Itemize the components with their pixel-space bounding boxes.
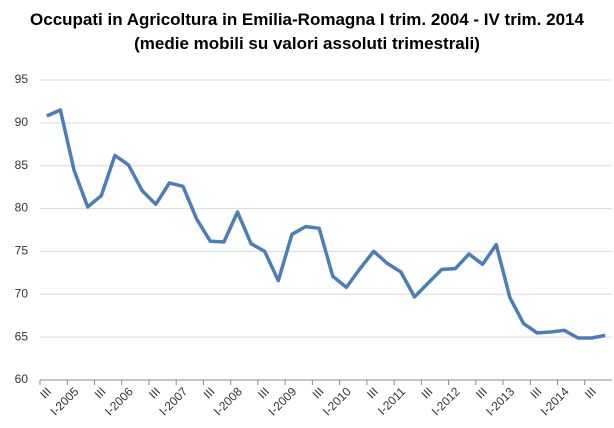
x-tick-label: I-2013	[483, 384, 517, 418]
x-tick-label: I-2010	[320, 384, 354, 418]
x-tick-label: I-2007	[156, 384, 190, 418]
chart-title: Occupati in Agricoltura in Emilia-Romagn…	[30, 10, 584, 53]
x-tick-label: I-2006	[102, 384, 136, 418]
x-tick-label: III	[473, 384, 490, 401]
x-tick-label: I-2012	[429, 384, 463, 418]
x-tick-label: I-2005	[47, 384, 81, 418]
x-tick-label: III	[419, 384, 436, 401]
x-tick-label: I-2008	[211, 384, 245, 418]
x-tick-label: III	[255, 384, 272, 401]
y-tick-label: 95	[15, 72, 29, 86]
x-tick-label: III	[310, 384, 327, 401]
x-tick-label: III	[364, 384, 381, 401]
x-tick-label: III	[37, 384, 54, 401]
y-tick-label: 70	[15, 286, 29, 300]
y-tick-label: 60	[15, 372, 29, 386]
y-tick-label: 80	[15, 201, 29, 215]
x-tick-label: III	[201, 384, 218, 401]
x-tick-label: I-2011	[375, 384, 409, 418]
y-tick-label: 65	[15, 329, 29, 343]
x-tick-label: III	[582, 384, 599, 401]
y-tick-label: 75	[15, 244, 29, 258]
x-tick-label: III	[527, 384, 544, 401]
y-tick-label: 90	[15, 115, 29, 129]
x-tick-label: I-2009	[265, 384, 299, 418]
x-tick-label: III	[146, 384, 163, 401]
x-tick-label: I-2014	[538, 384, 572, 418]
data-line	[46, 108, 606, 340]
x-tick-label: III	[92, 384, 109, 401]
y-tick-label: 85	[15, 158, 29, 172]
